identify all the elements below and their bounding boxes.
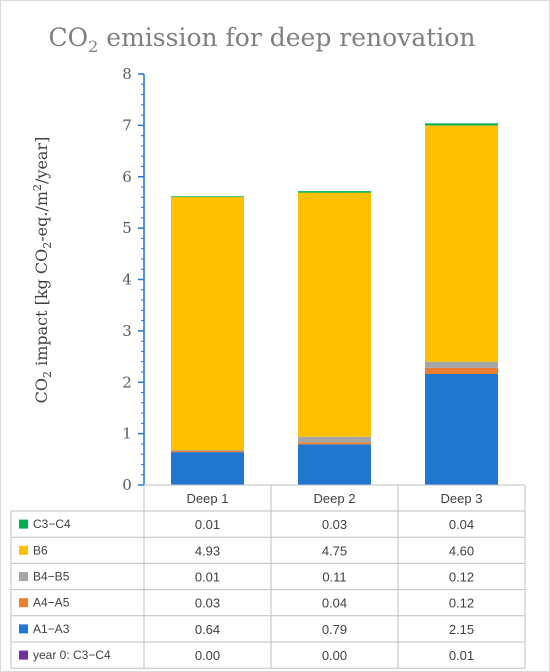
title-main: CO [49, 23, 89, 52]
legend-label: A1−A3 [33, 622, 70, 636]
table-cell-value: 4.60 [449, 543, 474, 558]
bar-segment [298, 442, 371, 445]
legend-swatch [19, 650, 28, 660]
legend-swatch [19, 572, 28, 581]
y-tick-label: 3 [122, 322, 132, 340]
table-cell-value: 0.00 [195, 648, 220, 663]
y-axis-label: CO2 impact [kg CO2-eq./m2/year] [31, 137, 54, 404]
chart-title: CO2 emission for deep renovation [49, 23, 476, 56]
table-cell-value: 0.01 [195, 570, 220, 585]
y-tick-label: 4 [122, 271, 132, 289]
table-cell-value: 0.79 [322, 622, 347, 637]
table-cell-value: 0.03 [322, 517, 347, 532]
bar-segment [425, 367, 498, 375]
table-cell-value: 0.03 [195, 596, 220, 611]
title-subscript: 2 [88, 37, 98, 56]
bar-segment [425, 123, 498, 126]
bar-segment [171, 196, 244, 451]
bar-segment [171, 196, 244, 198]
y-tick-label: 5 [122, 219, 132, 237]
legend-swatch [19, 545, 28, 555]
category-label: Deep 3 [441, 491, 483, 506]
table-cell-value: 0.64 [195, 622, 220, 637]
legend-swatch [19, 519, 28, 529]
category-label: Deep 1 [187, 491, 229, 506]
y-tick-label: 2 [122, 373, 132, 391]
bar-segment [298, 436, 371, 443]
table-cell-value: 2.15 [449, 622, 474, 637]
legend-label: B6 [33, 543, 48, 557]
y-tick-label: 6 [122, 168, 132, 186]
table-cell-value: 0.12 [449, 570, 474, 585]
y-tick-label: 0 [122, 476, 132, 494]
table-cell-value: 0.04 [449, 517, 474, 532]
table-cell-value: 0.04 [322, 596, 347, 611]
table-cell-value: 0.11 [322, 570, 346, 585]
y-axis: 0 1 2 3 4 5 6 7 8 [122, 65, 145, 494]
bar-segment [171, 452, 244, 485]
table-cell-value: 4.93 [195, 543, 220, 558]
legend-label: B4−B5 [33, 570, 70, 584]
table-cell-value: 0.12 [449, 596, 474, 611]
legend-swatch [19, 624, 28, 634]
bar-segment [425, 125, 498, 362]
legend-swatch [19, 598, 28, 608]
data-table: Deep 1 Deep 2 Deep 3 C3−C4 0.01 0.03 0.04 B6 4.9… [10, 484, 526, 669]
category-label: Deep 2 [314, 491, 356, 506]
legend-label: year 0: C3−C4 [33, 648, 111, 662]
legend-label: C3−C4 [33, 517, 71, 531]
bar-segment [298, 191, 371, 193]
y-tick-label: 1 [122, 425, 132, 443]
table-cell-value: 0.01 [195, 517, 220, 532]
bars [171, 123, 498, 486]
bar-segment [425, 361, 498, 368]
bar-segment [171, 450, 244, 451]
y-tick-label: 7 [122, 116, 132, 134]
bar-segment [171, 450, 244, 453]
bar-segment [298, 444, 371, 485]
table-cell-value: 0.01 [449, 648, 474, 663]
bar-segment [298, 192, 371, 437]
legend-label: A4−A5 [33, 596, 70, 610]
table-cell-value: 4.75 [322, 543, 347, 558]
table-cell-value: 0.00 [322, 648, 347, 663]
y-tick-label: 8 [122, 65, 132, 83]
bar-segment [425, 374, 498, 485]
title-rest: emission for deep renovation [98, 23, 475, 52]
